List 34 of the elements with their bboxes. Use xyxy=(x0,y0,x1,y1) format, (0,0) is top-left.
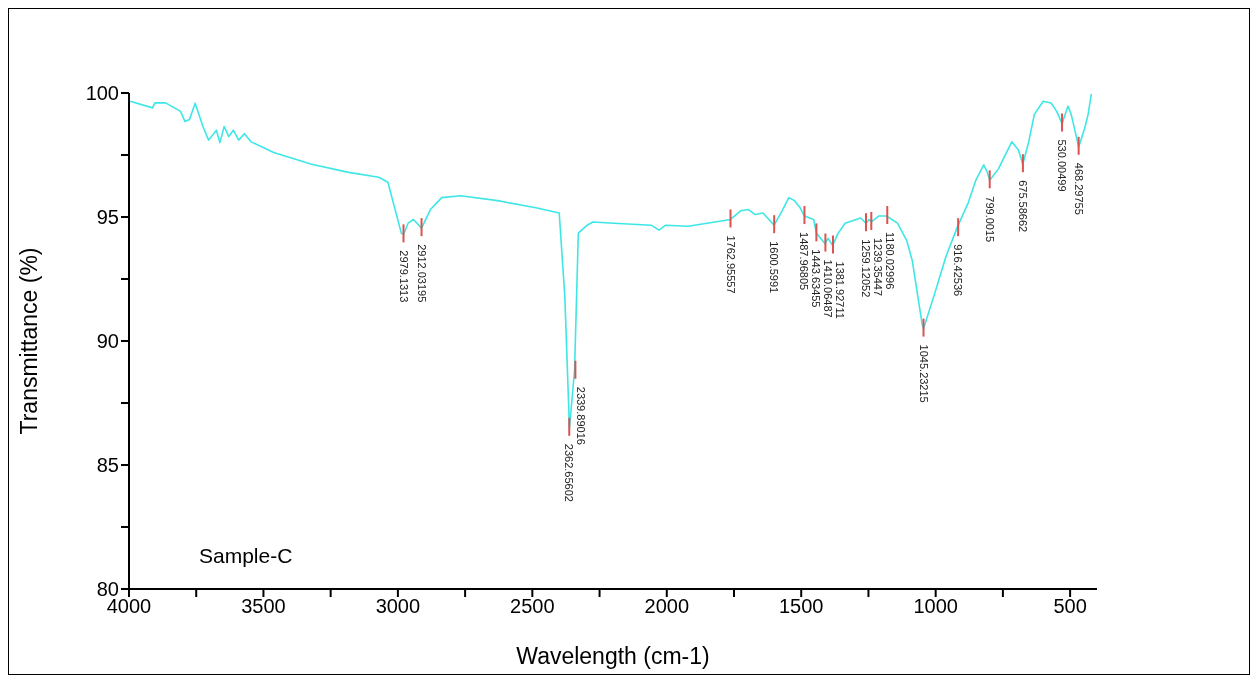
x-tick-label: 500 xyxy=(1053,595,1087,618)
x-tick-label: 3500 xyxy=(241,595,286,618)
x-tick-label: 3000 xyxy=(375,595,421,618)
y-axis-title: Transmittance (%) xyxy=(16,247,43,435)
y-tick-label: 85 xyxy=(96,454,119,477)
x-tick-label: 4000 xyxy=(106,595,152,618)
y-tick-label: 95 xyxy=(96,206,119,229)
annotation: 1381.92711 xyxy=(834,261,847,319)
annotation: 530.00499 xyxy=(1056,139,1069,192)
annotation: 2362.65602 xyxy=(563,443,576,502)
annotation: 916.42536 xyxy=(952,244,965,297)
y-tick-label: 90 xyxy=(96,330,119,353)
annotation: 468.29755 xyxy=(1072,162,1085,215)
x-tick-label: 1500 xyxy=(778,595,824,618)
annotation: 675.58662 xyxy=(1016,180,1029,233)
annotation: 2979.1313 xyxy=(397,250,410,303)
annotation: 1259.12052 xyxy=(859,239,872,298)
annotation: 1762.95557 xyxy=(724,235,737,294)
annotation: Sample-C xyxy=(199,544,293,568)
annotation: 1410.06487 xyxy=(822,259,835,318)
x-tick-label: 1000 xyxy=(913,595,958,618)
annotation: 1045.23215 xyxy=(917,344,930,403)
annotation: 2339.89016 xyxy=(575,386,588,445)
annotation: 2912.03195 xyxy=(415,244,428,303)
annotation: 799.0015 xyxy=(983,196,996,243)
y-tick-label: 100 xyxy=(85,82,119,105)
annotation: 1180.02996 xyxy=(883,232,896,290)
annotation: 1239.35447 xyxy=(871,237,884,297)
annotation: 1600.5991 xyxy=(768,241,781,294)
x-tick-label: 2000 xyxy=(644,595,690,618)
x-tick-label: 2500 xyxy=(510,595,555,618)
annotation: 1487.96805 xyxy=(798,232,811,291)
x-axis-title: Wavelength (cm-1) xyxy=(516,643,710,669)
annotation: 1443.63455 xyxy=(810,249,823,308)
